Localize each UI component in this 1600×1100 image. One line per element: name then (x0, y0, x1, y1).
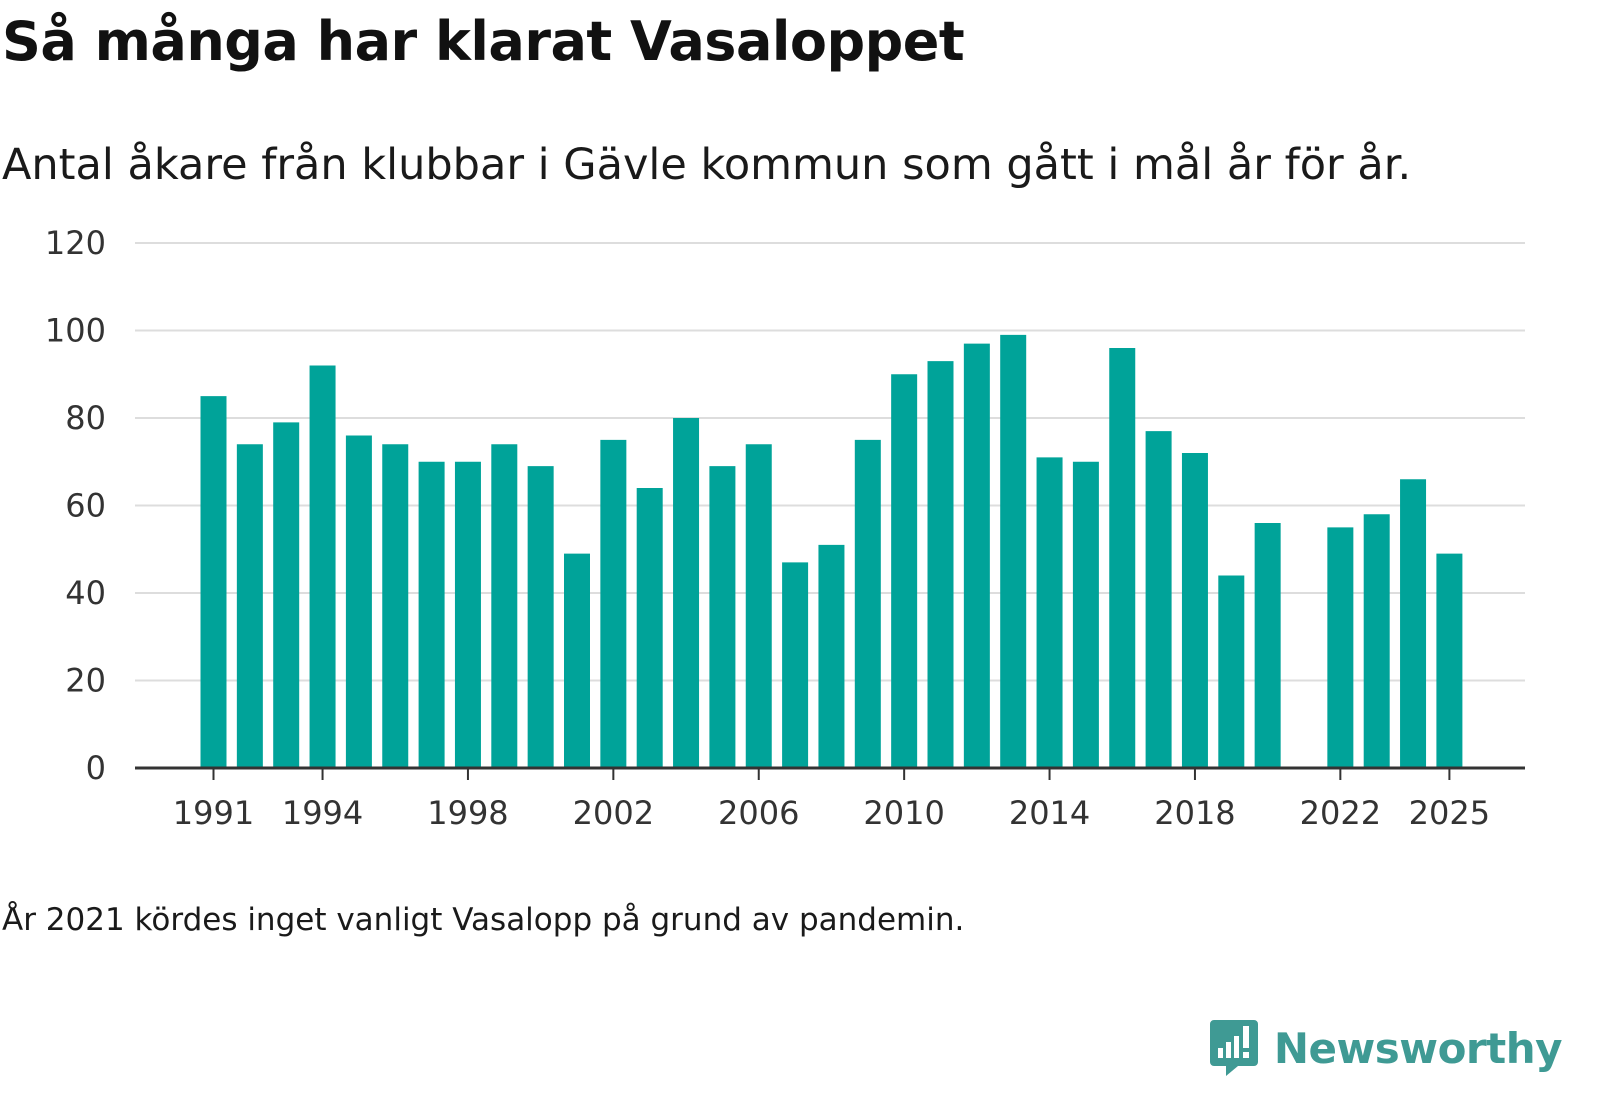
x-tick-label-2002: 2002 (573, 794, 654, 832)
bar-2019[interactable] (1218, 575, 1245, 769)
x-tick-label-1991: 1991 (173, 794, 254, 832)
x-tick-label-2006: 2006 (718, 794, 799, 832)
bar-1998[interactable] (454, 461, 481, 768)
bar-2018[interactable] (1181, 453, 1208, 768)
bar-2005[interactable] (709, 466, 736, 768)
bar-1992[interactable] (236, 444, 263, 768)
newsworthy-logo-icon (1209, 1020, 1258, 1076)
bar-2025[interactable] (1436, 553, 1463, 768)
bar-2006[interactable] (745, 444, 772, 768)
axes: 0 20 40 60 80 100 120 1991 1994 1998 2002 2006 2010 2… (45, 224, 1525, 832)
bar-1999[interactable] (491, 444, 518, 768)
bar-1993[interactable] (273, 422, 300, 768)
bar-2004[interactable] (673, 418, 700, 768)
bar-2008[interactable] (818, 544, 845, 768)
y-tick-label-20: 20 (65, 662, 106, 700)
x-tick-label-1998: 1998 (427, 794, 508, 832)
x-tick-label-2018: 2018 (1154, 794, 1235, 832)
y-tick-label-0: 0 (86, 749, 106, 787)
bar-2017[interactable] (1145, 431, 1172, 768)
x-tick-label-2014: 2014 (1009, 794, 1090, 832)
bars (200, 334, 1463, 769)
chart-subtitle: Antal åkare från klubbar i Gävle kommun … (2, 140, 1412, 190)
bar-2020[interactable] (1254, 523, 1281, 768)
bar-1991[interactable] (200, 396, 227, 768)
bar-2023[interactable] (1363, 514, 1390, 768)
bar-2003[interactable] (636, 488, 663, 768)
bar-chart: 0 20 40 60 80 100 120 1991 1994 1998 2002 2006 2010 2… (45, 224, 1525, 832)
bar-2012[interactable] (963, 343, 990, 768)
bar-2016[interactable] (1109, 348, 1136, 768)
bar-2011[interactable] (927, 361, 954, 768)
chart-footnote: År 2021 kördes inget vanligt Vasalopp på… (2, 902, 965, 938)
chart-title: Så många har klarat Vasaloppet (2, 10, 965, 73)
bar-1997[interactable] (418, 461, 445, 768)
y-tick-label-100: 100 (45, 312, 106, 350)
bar-2000[interactable] (527, 466, 554, 768)
y-tick-label-80: 80 (65, 399, 106, 437)
x-tick-label-2010: 2010 (863, 794, 944, 832)
x-tick-label-2025: 2025 (1409, 794, 1490, 832)
bar-2015[interactable] (1072, 461, 1099, 768)
y-tick-label-120: 120 (45, 224, 106, 262)
bar-2014[interactable] (1036, 457, 1063, 768)
bar-1994[interactable] (309, 365, 336, 769)
bar-2009[interactable] (854, 439, 881, 768)
y-tick-label-40: 40 (65, 574, 106, 612)
brand-name: Newsworthy (1273, 1023, 1563, 1073)
bar-2024[interactable] (1400, 479, 1427, 768)
bar-2022[interactable] (1327, 527, 1354, 768)
bar-2013[interactable] (1000, 334, 1027, 768)
y-tick-label-60: 60 (65, 487, 106, 525)
bar-2007[interactable] (782, 562, 809, 768)
bar-2010[interactable] (891, 374, 918, 768)
bar-2002[interactable] (600, 439, 627, 768)
x-tick-label-1994: 1994 (282, 794, 363, 832)
x-tick-label-2022: 2022 (1300, 794, 1381, 832)
bar-2001[interactable] (564, 553, 590, 768)
bar-1996[interactable] (382, 444, 409, 768)
newsworthy-brand[interactable]: Newsworthy (1208, 1018, 1563, 1078)
bar-1995[interactable] (345, 435, 372, 769)
